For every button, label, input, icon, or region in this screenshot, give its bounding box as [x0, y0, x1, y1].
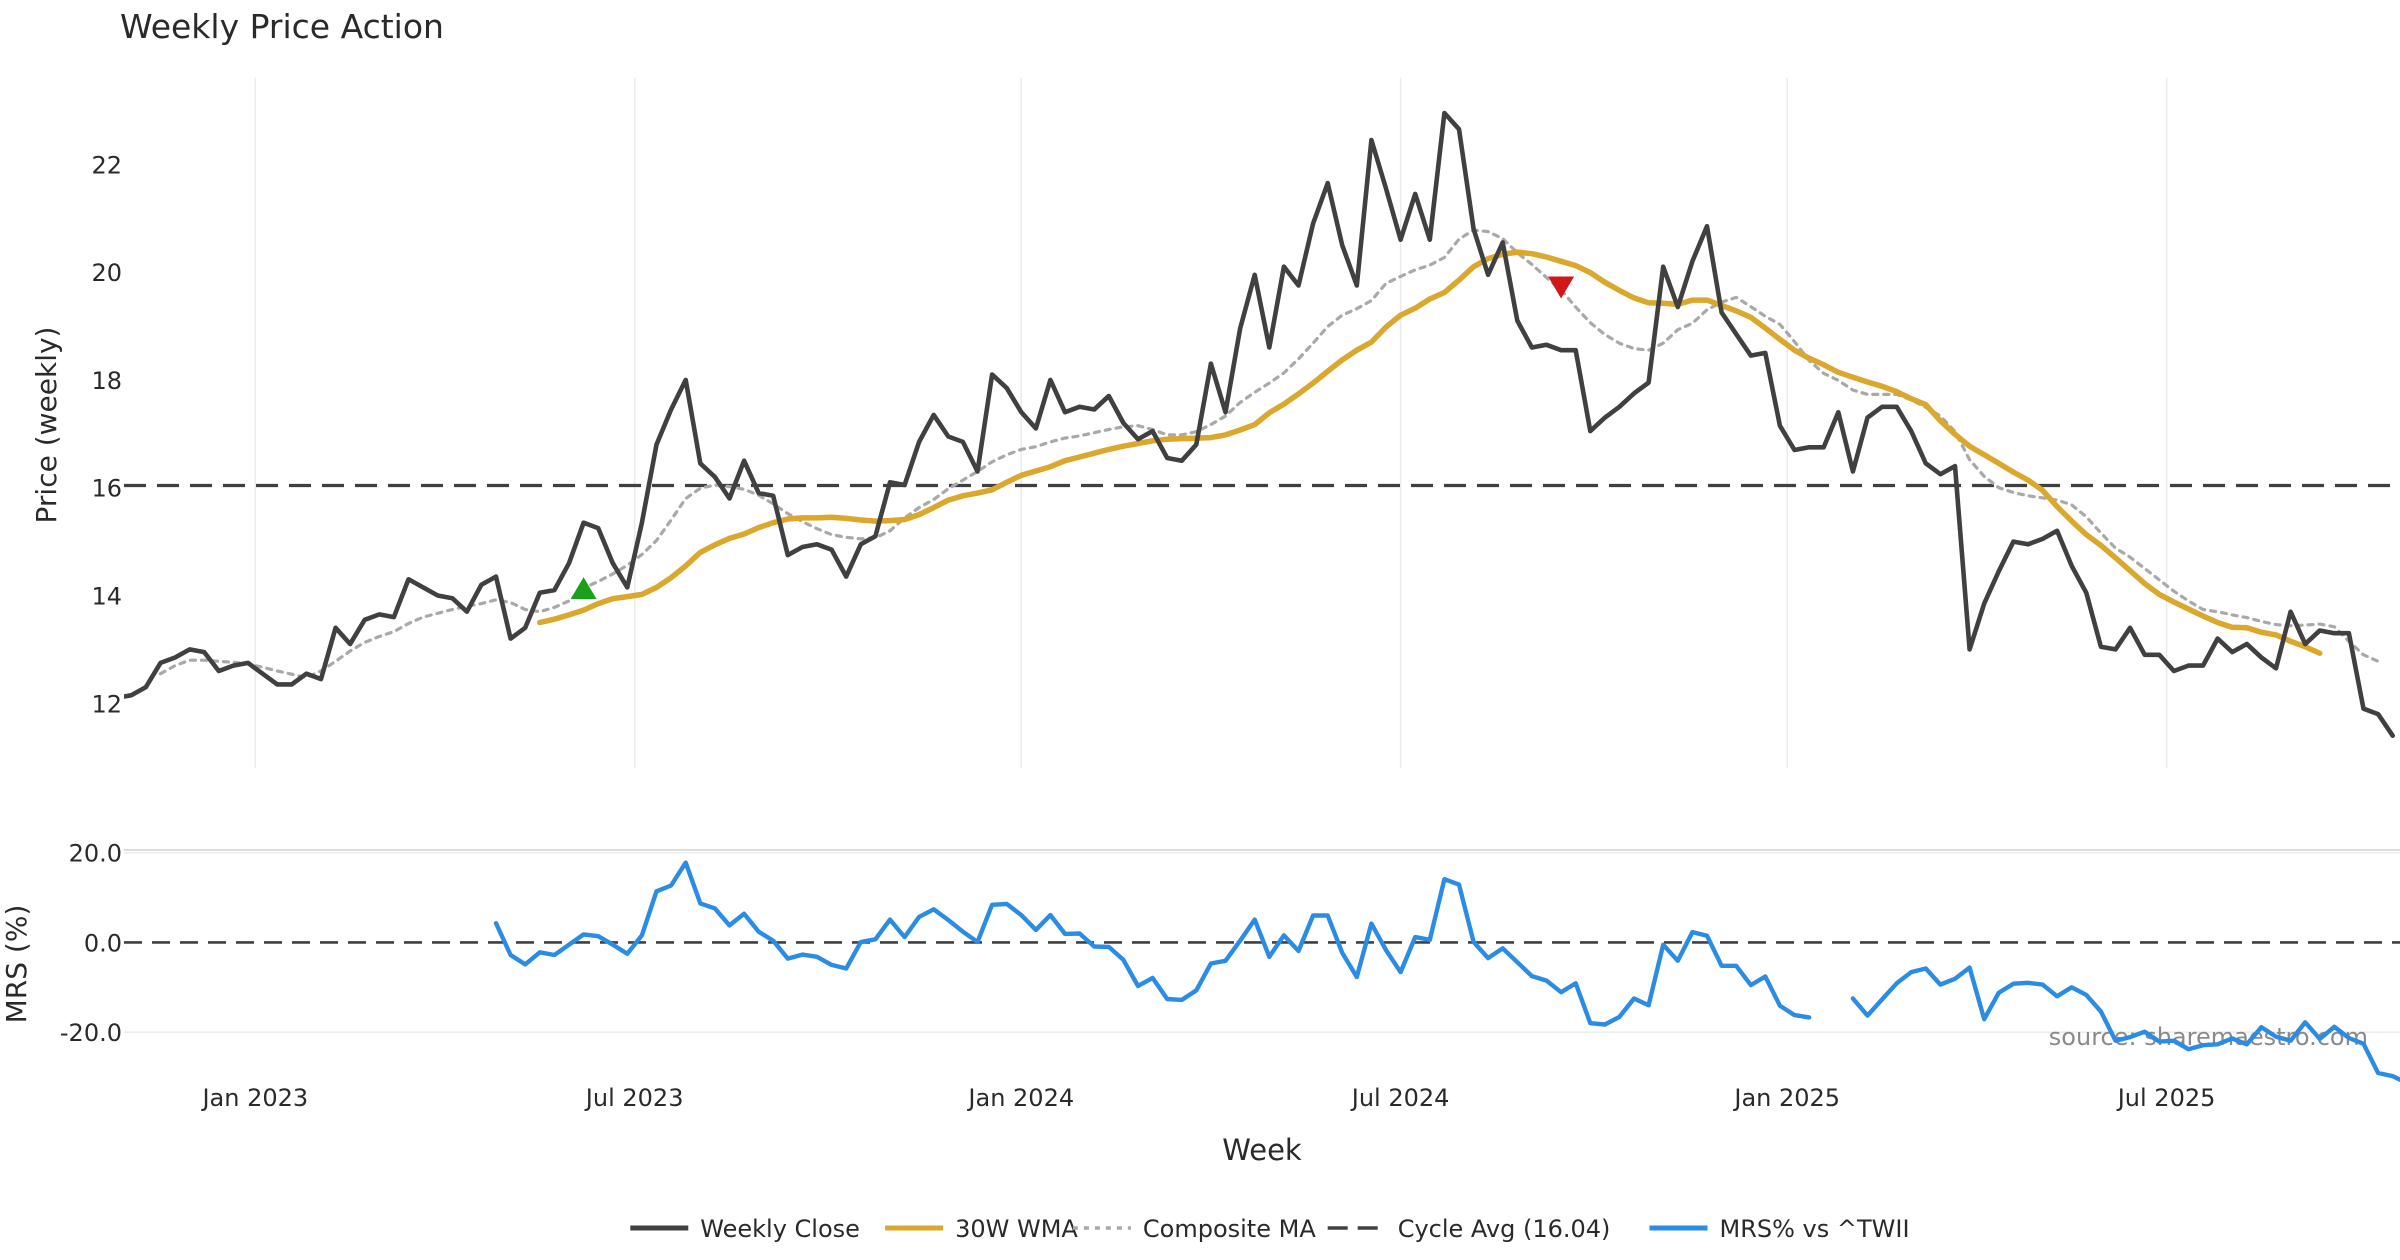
mrs-grid: [124, 849, 2400, 1033]
x-tick: Jul 2023: [584, 1084, 684, 1112]
legend-label: 30W WMA: [955, 1215, 1078, 1243]
legend-label: Cycle Avg (16.04): [1398, 1215, 1611, 1243]
x-tick: Jan 2025: [1732, 1084, 1840, 1112]
mrs-line: [493, 860, 2400, 1083]
chart-title: Weekly Price Action: [120, 7, 444, 46]
legend-item: Composite MA: [1072, 1215, 1316, 1243]
mrs-y-axis-label: MRS (%): [0, 905, 33, 1024]
composite-ma-line: [158, 228, 2380, 679]
main-plot-area: [124, 110, 2400, 738]
mrs-y-tick: -20.0: [60, 1019, 122, 1047]
main-y-tick: 16: [91, 475, 122, 503]
x-axis-label: Week: [1222, 1133, 1302, 1167]
legend: Weekly Close 30W WMA Composite MA Cycle Avg…: [630, 1215, 1910, 1243]
x-tick: Jul 2024: [1350, 1084, 1450, 1112]
mrs-y-tick-labels: 20.0 0.0 -20.0: [60, 840, 122, 1047]
legend-item: Weekly Close: [630, 1215, 860, 1243]
x-tick-labels: Jan 2023 Jul 2023 Jan 2024 Jul 2024 Jan 2025…: [200, 1084, 2215, 1112]
legend-item: MRS% vs ^TWII: [1649, 1215, 1910, 1243]
mrs-plot-area: [124, 860, 2400, 1083]
main-y-tick: 20: [91, 259, 122, 287]
main-y-tick: 18: [91, 367, 122, 395]
x-tick: Jul 2025: [2116, 1084, 2216, 1112]
legend-label: Composite MA: [1143, 1215, 1316, 1243]
x-tick: Jan 2023: [200, 1084, 308, 1112]
sell-marker: [1548, 276, 1575, 299]
legend-label: MRS% vs ^TWII: [1720, 1215, 1910, 1243]
main-y-tick: 12: [91, 690, 122, 718]
x-tick: Jan 2024: [966, 1084, 1074, 1112]
mrs-y-tick: 0.0: [84, 929, 122, 957]
legend-item: 30W WMA: [885, 1215, 1078, 1243]
mrs-y-tick: 20.0: [69, 840, 122, 868]
wma-30w-line: [537, 249, 2323, 656]
main-y-axis-label: Price (weekly): [30, 327, 63, 524]
main-y-tick: 14: [91, 583, 122, 611]
weekly-close-line: [124, 110, 2395, 738]
buy-marker: [570, 577, 597, 600]
main-y-tick-labels: 12 14 16 18 20 22: [91, 151, 122, 718]
main-y-tick: 22: [91, 151, 122, 179]
legend-label: Weekly Close: [700, 1215, 860, 1243]
main-vertical-grid: [254, 78, 2168, 768]
legend-item: Cycle Avg (16.04): [1327, 1215, 1611, 1243]
